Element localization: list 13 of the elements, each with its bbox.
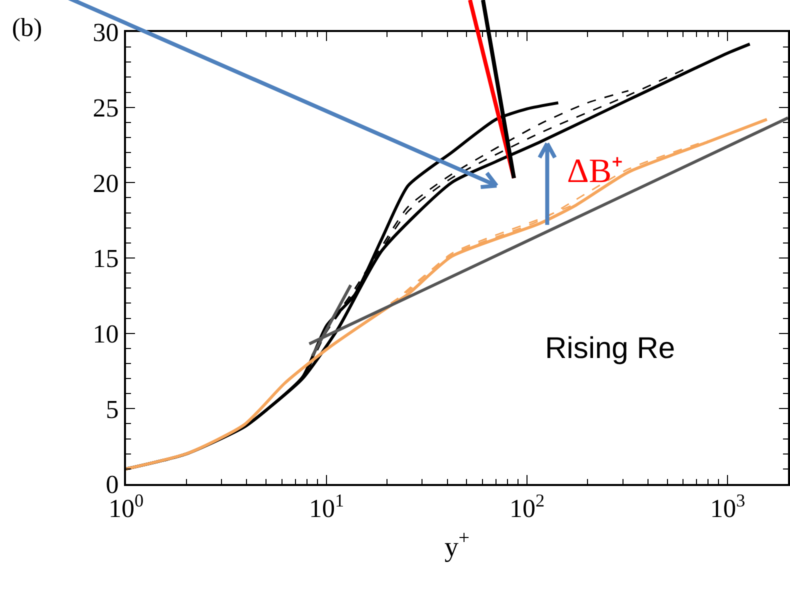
y-tick-label: 30 bbox=[92, 18, 119, 48]
y-tick-label: 10 bbox=[92, 319, 119, 348]
y-tick-label: 15 bbox=[92, 244, 119, 274]
x-tick-label: 10$^{1}$ bbox=[308, 490, 344, 524]
x-axis-title: y$^{+}$ bbox=[444, 528, 470, 563]
x-tick-label: 10$^{3}$ bbox=[710, 490, 746, 524]
y-tick-label: 20 bbox=[92, 168, 119, 198]
annotation: ΔB⁺ bbox=[567, 153, 623, 190]
annotation: Rising Re bbox=[545, 332, 676, 365]
y-tick-label: 5 bbox=[106, 394, 119, 424]
y-tick-label: 25 bbox=[92, 93, 119, 122]
x-tick-label: 10$^{2}$ bbox=[510, 490, 545, 524]
chart-title: (b) bbox=[12, 13, 42, 42]
